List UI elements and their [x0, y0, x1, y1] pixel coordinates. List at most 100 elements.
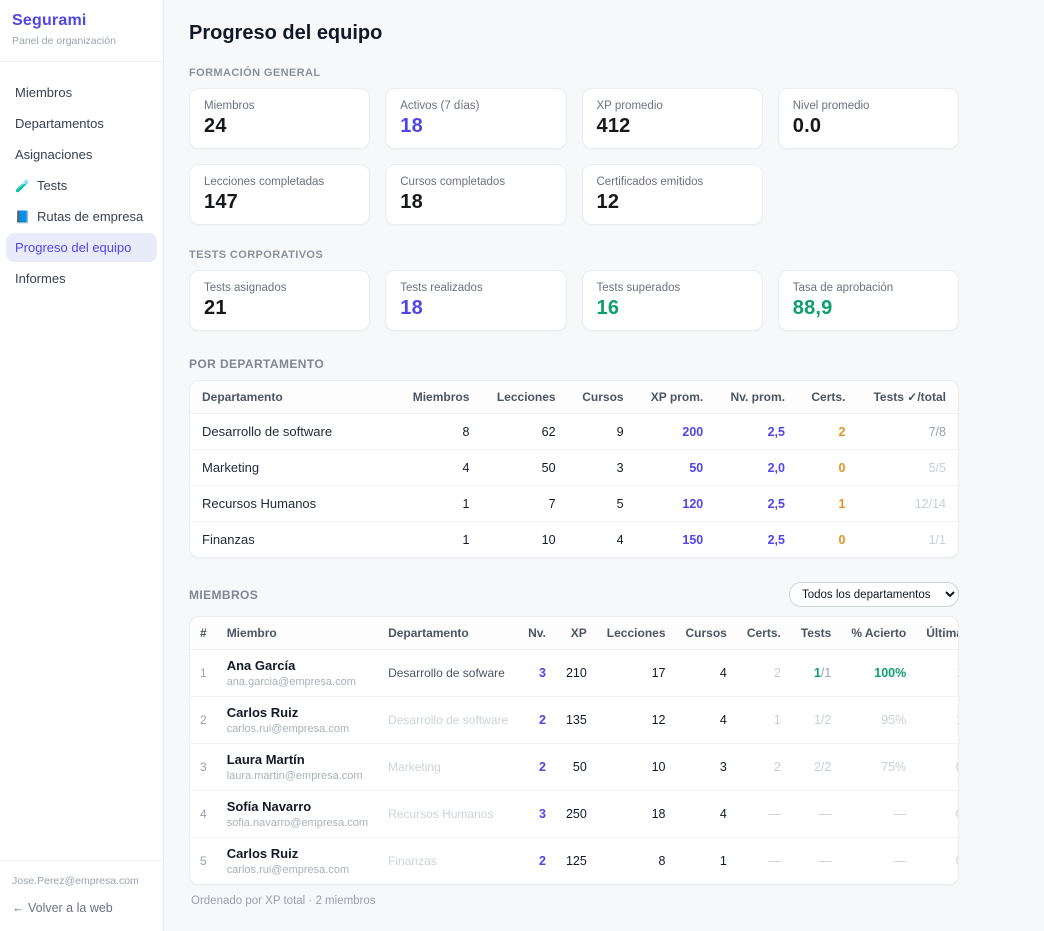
member-index: 1 — [190, 650, 217, 697]
dept-certs: 2 — [797, 414, 857, 450]
sidebar-header: Segurami Panel de organización — [0, 0, 163, 62]
member-tests: 2/2 — [791, 744, 841, 791]
sidebar-item-departamentos[interactable]: Departamentos — [6, 109, 157, 138]
member-accuracy: — — [841, 791, 916, 838]
main-content: Progreso del equipo FORMACIÓN GENERAL Mi… — [164, 0, 1044, 931]
dept-certs: 1 — [797, 486, 857, 522]
member-tests: 1/2 — [791, 697, 841, 744]
member-activity: 01/12/2025 — [916, 791, 959, 838]
app-logo: Segurami — [12, 12, 151, 30]
col-xp-prom: XP prom. — [636, 381, 716, 414]
sidebar-item-miembros[interactable]: Miembros — [6, 78, 157, 107]
dept-certs: 0 — [797, 522, 857, 558]
dept-lessons: 7 — [481, 486, 567, 522]
app-subtitle: Panel de organización — [12, 35, 151, 47]
dept-xp: 200 — [636, 414, 716, 450]
section-label-tests-corporativos: TESTS CORPORATIVOS — [189, 249, 959, 261]
sidebar-item-rutas-de-empresa[interactable]: 📘 Rutas de empresa — [6, 202, 157, 231]
stat-label: XP promedio — [597, 100, 748, 112]
member-department: Desarrollo de software — [378, 697, 518, 744]
member-activity: 05/12/2025 — [916, 744, 959, 791]
member-index: 2 — [190, 697, 217, 744]
member-department: Finanzas — [378, 838, 518, 885]
member-email: carlos.rui@empresa.com — [227, 723, 368, 735]
sidebar-item-label: Miembros — [15, 85, 72, 100]
sidebar-item-tests[interactable]: 🧪 Tests — [6, 171, 157, 200]
member-email: laura.martin@empresa.com — [227, 770, 368, 782]
stat-label: Tasa de aprobación — [793, 282, 944, 294]
col-cursos: Cursos — [676, 617, 737, 650]
member-level: 3 — [518, 650, 556, 697]
col-tests-total: Tests ✓/total — [857, 381, 958, 414]
member-certs: 1 — [737, 697, 791, 744]
dept-certs: 0 — [797, 450, 857, 486]
dept-level: 2,0 — [715, 450, 797, 486]
stat-label: Cursos completados — [400, 176, 551, 188]
section-label-miembros: MIEMBROS — [189, 588, 258, 602]
member-lessons: 12 — [597, 697, 676, 744]
sidebar-nav: Miembros Departamentos Asignaciones 🧪 Te… — [0, 62, 163, 860]
stat-value: 24 — [204, 115, 355, 138]
department-filter-select[interactable]: Todos los departamentos — [789, 582, 959, 607]
sidebar-item-informes[interactable]: Informes — [6, 264, 157, 293]
dept-lessons: 50 — [481, 450, 567, 486]
members-header-row: # Miembro Departamento Nv. XP Lecciones … — [190, 617, 959, 650]
dept-name: Recursos Humanos — [190, 486, 397, 522]
member-lessons: 8 — [597, 838, 676, 885]
member-certs: — — [737, 791, 791, 838]
stat-label: Nivel promedio — [793, 100, 944, 112]
sidebar-item-label: Departamentos — [15, 116, 104, 131]
col-lecciones: Lecciones — [597, 617, 676, 650]
member-courses: 4 — [676, 791, 737, 838]
member-name: Carlos Ruiz — [227, 846, 368, 861]
col-ultima-actividad: Última actividad — [916, 617, 959, 650]
col-lecciones: Lecciones — [481, 381, 567, 414]
dept-members: 1 — [397, 486, 481, 522]
dept-tests: 12/14 — [857, 486, 958, 522]
member-department: Marketing — [378, 744, 518, 791]
col-miembro: Miembro — [217, 617, 378, 650]
member-courses: 4 — [676, 650, 737, 697]
sidebar-item-asignaciones[interactable]: Asignaciones — [6, 140, 157, 169]
stat-value: 147 — [204, 191, 355, 214]
page-title: Progreso del equipo — [189, 22, 959, 45]
member-email: sofia.navarro@empresa.com — [227, 817, 368, 829]
member-lessons: 18 — [597, 791, 676, 838]
dept-xp: 50 — [636, 450, 716, 486]
section-label-formacion-general: FORMACIÓN GENERAL — [189, 67, 959, 79]
member-xp: 125 — [556, 838, 597, 885]
member-level: 2 — [518, 838, 556, 885]
col-index: # — [190, 617, 217, 650]
sidebar-item-label: Tests — [37, 178, 67, 193]
members-list-footer: Ordenado por XP total · 2 miembros — [191, 895, 959, 907]
tests-total: /1 — [821, 666, 831, 680]
col-certs: Certs. — [797, 381, 857, 414]
stat-card-xp-promedio: XP promedio 412 — [582, 88, 763, 149]
col-miembros: Miembros — [397, 381, 481, 414]
member-tests: — — [791, 791, 841, 838]
stat-card-lecciones-completadas: Lecciones completadas 147 — [189, 164, 370, 225]
member-activity: 07/02/2026 — [916, 838, 959, 885]
table-row: 1 Ana García ana.garcia@empresa.com Desa… — [190, 650, 959, 697]
stat-card-tests-superados: Tests superados 16 — [582, 270, 763, 331]
back-to-web-link[interactable]: ← Volver a la web — [12, 901, 151, 915]
sidebar-item-progreso-del-equipo[interactable]: Progreso del equipo — [6, 233, 157, 262]
stat-value: 21 — [204, 297, 355, 320]
tests-done: 1 — [814, 666, 821, 680]
table-row: Finanzas 1 10 4 150 2,5 0 1/1 — [190, 522, 958, 558]
stat-value: 16 — [597, 297, 748, 320]
member-xp: 210 — [556, 650, 597, 697]
member-certs: — — [737, 838, 791, 885]
member-courses: 3 — [676, 744, 737, 791]
member-courses: 1 — [676, 838, 737, 885]
stat-card-certificados-emitidos: Certificados emitidos 12 — [582, 164, 763, 225]
dept-members: 4 — [397, 450, 481, 486]
stats-grid-formacion: Miembros 24 Activos (7 días) 18 XP prome… — [189, 88, 959, 225]
stat-value: 18 — [400, 297, 551, 320]
dept-xp: 120 — [636, 486, 716, 522]
table-row: 3 Laura Martín laura.martin@empresa.com … — [190, 744, 959, 791]
stat-value: 18 — [400, 115, 551, 138]
member-tests: — — [791, 838, 841, 885]
stat-card-cursos-completados: Cursos completados 18 — [385, 164, 566, 225]
table-row: Recursos Humanos 1 7 5 120 2,5 1 12/14 — [190, 486, 958, 522]
